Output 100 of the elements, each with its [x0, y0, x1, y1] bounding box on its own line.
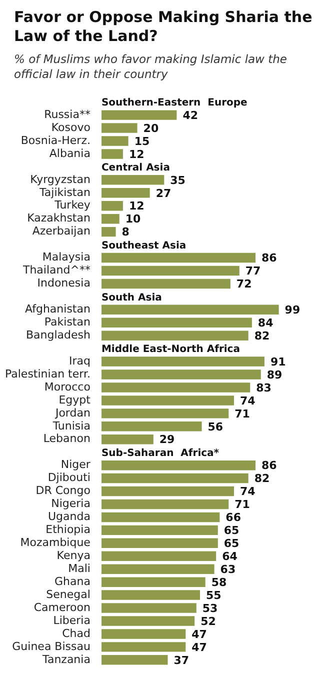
bar — [101, 175, 164, 185]
y-tick-label: Ethiopia — [46, 523, 90, 536]
bar — [101, 252, 256, 263]
bar — [101, 123, 138, 133]
data-label: 8 — [122, 226, 130, 239]
y-tick-label: Mali — [68, 562, 90, 575]
data-label: 56 — [208, 420, 224, 434]
data-label: 47 — [192, 640, 207, 654]
data-label: 86 — [262, 459, 278, 472]
chart-title: Favor or Oppose Making Sharia the Law of the Land? — [14, 8, 314, 46]
bar — [101, 370, 261, 380]
data-label: 52 — [200, 614, 216, 628]
y-tick-label: Egypt — [58, 393, 92, 406]
bar — [101, 330, 248, 340]
data-label: 72 — [236, 278, 252, 291]
bar — [101, 396, 234, 406]
y-tick-label: Morocco — [44, 380, 91, 394]
bar — [101, 382, 250, 392]
y-tick-label: Russia** — [44, 108, 91, 121]
y-tick-label: Thailand^** — [22, 264, 91, 277]
bar — [101, 226, 116, 237]
y-tick-label: Palestinian terr. — [4, 367, 90, 380]
data-label: 12 — [128, 148, 144, 161]
bar — [101, 629, 186, 639]
chart-subtitle: % of Muslims who favor making Islamic law the official law in their country — [14, 52, 288, 82]
y-tick-label: Afghanistan — [24, 302, 90, 316]
y-tick-label: Bangladesh — [26, 328, 90, 342]
bar — [101, 318, 252, 328]
y-tick-label: Tajikistan — [38, 186, 90, 199]
y-tick-label: Central Asia — [101, 162, 170, 174]
y-tick-label: Turkey — [54, 198, 91, 212]
y-tick-label: Azerbaijan — [32, 224, 90, 238]
y-tick-label: Mozambique — [20, 536, 91, 550]
bar — [101, 486, 234, 496]
bar — [101, 278, 230, 289]
y-tick-label: Bosnia-Herz. — [20, 134, 90, 147]
bar — [101, 512, 220, 522]
data-label: 42 — [182, 108, 198, 122]
data-label: 66 — [226, 511, 242, 524]
bar — [101, 434, 154, 444]
y-tick-label: Kenya — [56, 548, 90, 562]
y-tick-label: Djibouti — [48, 471, 90, 484]
bar — [101, 564, 214, 574]
y-tick-label: Kosovo — [51, 120, 91, 134]
y-tick-label: Senegal — [46, 588, 90, 601]
data-label: 55 — [206, 588, 222, 602]
y-tick-label: South Asia — [101, 292, 162, 304]
y-tick-label: Lebanon — [43, 432, 90, 446]
y-tick-label: Southeast Asia — [101, 240, 186, 252]
y-tick-label: Malaysia — [42, 250, 90, 264]
bar — [101, 304, 279, 315]
bar — [101, 642, 186, 652]
data-label: 83 — [256, 381, 272, 394]
bar — [101, 110, 177, 120]
data-label: 53 — [202, 602, 218, 615]
data-label: 37 — [174, 654, 190, 667]
y-tick-label: Southern-Eastern Europe — [101, 98, 248, 109]
bar — [101, 214, 120, 224]
data-label: 86 — [262, 252, 278, 265]
y-tick-label: Indonesia — [37, 276, 90, 290]
bar — [101, 473, 248, 484]
bar — [101, 590, 200, 600]
y-tick-label: Tanzania — [42, 652, 90, 666]
bar — [101, 149, 123, 159]
data-label: 84 — [258, 316, 274, 330]
y-tick-label: Niger — [60, 458, 91, 472]
data-label: 29 — [159, 433, 175, 446]
y-tick-label: Guinea Bissau — [12, 640, 90, 653]
bar — [101, 577, 206, 587]
bar — [101, 188, 150, 198]
data-label: 35 — [170, 174, 186, 187]
bar — [101, 136, 128, 146]
data-label: 64 — [222, 550, 238, 563]
data-label: 12 — [128, 200, 144, 213]
bar — [101, 616, 195, 626]
y-tick-label: Albania — [49, 146, 90, 160]
y-tick-label: Jordan — [54, 406, 90, 420]
data-label: 91 — [270, 355, 286, 368]
y-tick-label: Liberia — [53, 614, 90, 627]
y-tick-label: Kazakhstan — [27, 212, 90, 225]
data-label: 82 — [254, 472, 270, 486]
data-label: 63 — [220, 562, 236, 576]
data-label: 10 — [125, 212, 142, 226]
y-tick-label: Pakistan — [44, 315, 90, 328]
y-tick-label: Cameroon — [34, 600, 90, 614]
data-label: 74 — [240, 485, 256, 498]
data-label: 58 — [211, 576, 227, 589]
bar — [101, 201, 123, 211]
data-label: 27 — [156, 186, 172, 200]
bar — [101, 499, 229, 510]
bar — [101, 422, 202, 432]
data-label: 20 — [143, 122, 159, 135]
y-tick-label: Uganda — [48, 510, 90, 524]
y-tick-label: Tunisia — [52, 419, 90, 432]
bar — [101, 551, 216, 561]
data-label: 47 — [192, 628, 207, 641]
data-label: 71 — [234, 498, 250, 512]
data-label: 99 — [284, 304, 300, 317]
y-tick-label: Iraq — [68, 354, 90, 368]
bar — [101, 603, 196, 613]
